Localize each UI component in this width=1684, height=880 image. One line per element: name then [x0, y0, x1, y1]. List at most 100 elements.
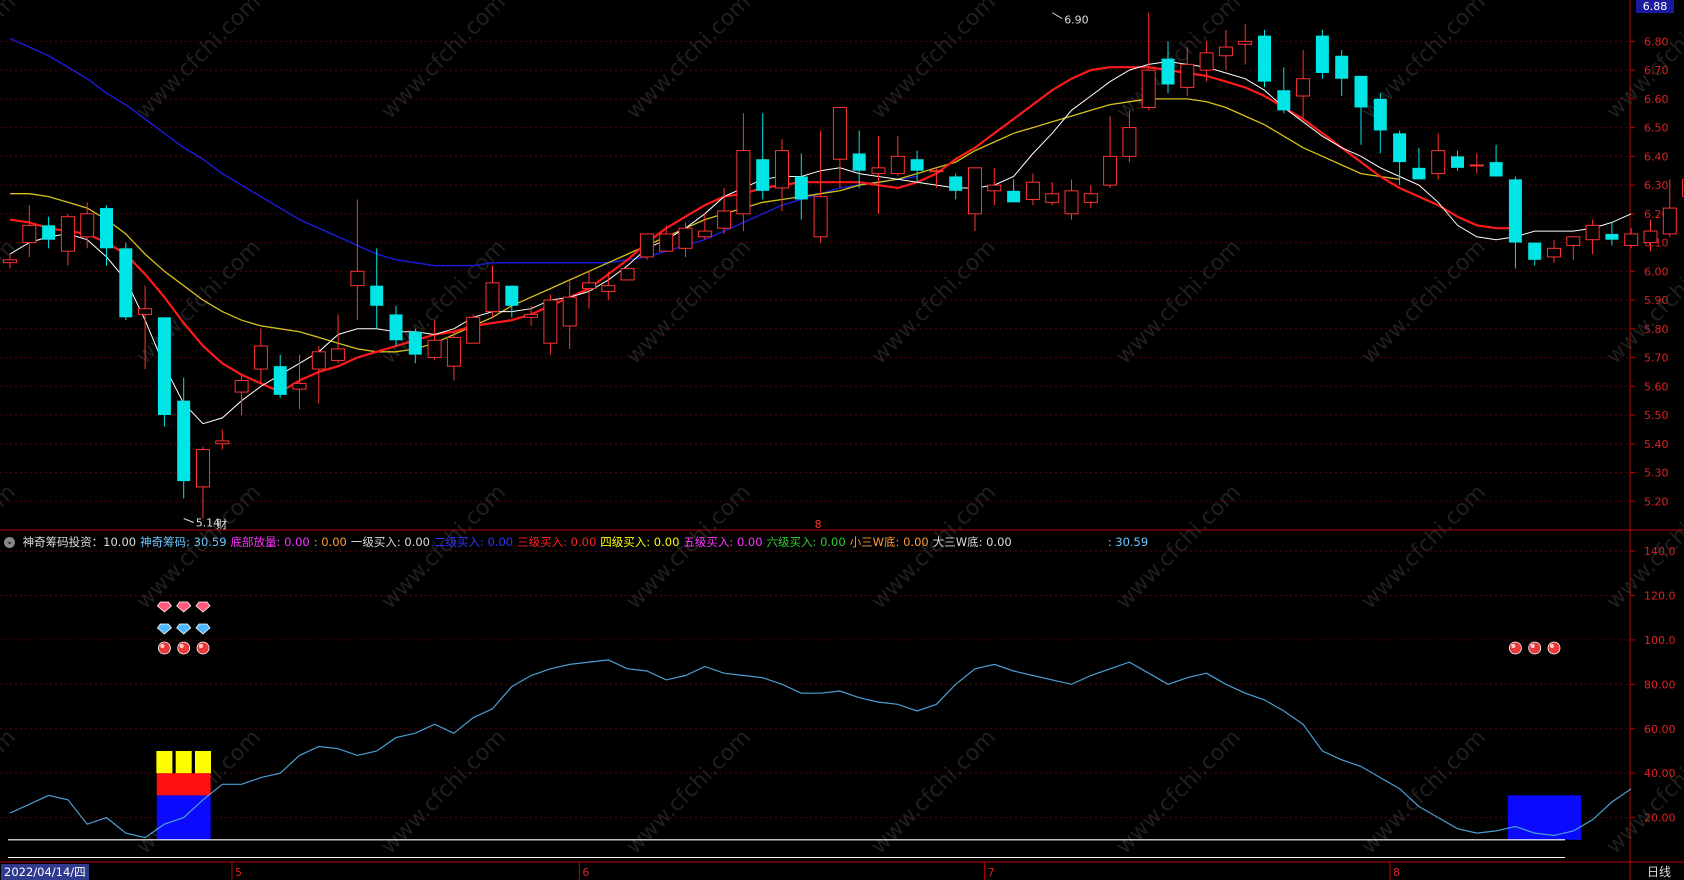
red-ball-icon: [1528, 641, 1542, 655]
candle-body: [389, 314, 403, 341]
legend-item: 大三W底: 0.00: [933, 535, 1012, 549]
candle: [543, 294, 558, 355]
y-tick-label: 6.40: [1644, 150, 1669, 163]
candle-body: [1161, 58, 1175, 85]
y-tick-label: 5.60: [1644, 380, 1669, 393]
candle: [1025, 173, 1040, 206]
candle: [1643, 219, 1658, 252]
candle: [1161, 41, 1175, 94]
legend-item: 底部放量: 0.00: [231, 535, 310, 549]
candle-body: [639, 233, 654, 258]
red-ball-icon: [177, 641, 191, 655]
candle-body: [1682, 178, 1684, 198]
candle: [1218, 29, 1233, 71]
candle: [80, 202, 95, 249]
legend-value: 0.00: [736, 535, 763, 549]
candle: [832, 106, 847, 188]
candle: [1528, 242, 1542, 266]
candle-body: [22, 224, 37, 244]
high-annotation: 6.90: [1064, 14, 1089, 27]
candle: [292, 354, 307, 410]
x-month-label: 5: [235, 866, 242, 879]
red-ball-icon: [157, 641, 171, 655]
legend-value: 30.59: [1115, 535, 1149, 549]
signal-bar-blue: [1507, 795, 1581, 840]
candle-body: [311, 351, 326, 370]
ball-highlight: [1550, 644, 1554, 648]
candle-body: [253, 345, 268, 370]
legend-label: 二级买入:: [433, 535, 488, 549]
candle-body: [60, 216, 75, 252]
candle-body: [1412, 167, 1426, 180]
legend-label: 神奇筹码投资：: [22, 535, 104, 549]
candle: [427, 320, 442, 361]
candle-body: [1025, 181, 1040, 200]
candle-body: [80, 213, 95, 238]
y-tick-label: 6.60: [1644, 93, 1669, 106]
candle-body: [949, 176, 963, 191]
candle-body: [1277, 90, 1291, 111]
ball-highlight: [160, 644, 165, 648]
candle: [177, 377, 191, 499]
candle-body: [620, 267, 635, 281]
legend-collapse-icon[interactable]: ⌄: [4, 537, 15, 548]
y-tick-label: 5.30: [1644, 467, 1669, 480]
watermark-text: www.cfchi.com: [1602, 725, 1684, 859]
annotation-pointer: [1051, 12, 1063, 20]
candle: [1258, 29, 1271, 88]
candle: [871, 136, 886, 214]
candle-body: [196, 449, 210, 488]
legend-value: 0.00: [321, 535, 347, 549]
candle: [485, 265, 500, 318]
candle-body: [832, 106, 847, 160]
candle-body: [1469, 164, 1484, 167]
candle: [446, 331, 461, 381]
candle: [1662, 179, 1677, 237]
candle-body: [1373, 98, 1387, 131]
x-month-label: 7: [988, 866, 995, 879]
y-tick-label: 120.0: [1644, 590, 1676, 603]
candle-body: [42, 225, 56, 240]
candle: [273, 354, 287, 398]
legend-label: 小三W底:: [849, 535, 904, 549]
y-tick-label: 40.00: [1644, 767, 1676, 780]
red-ball-icon: [1547, 641, 1561, 655]
candle-body: [1103, 155, 1118, 186]
watermark-text: www.cfchi.com: [622, 725, 756, 859]
y-tick-label: 5.40: [1644, 438, 1669, 451]
legend-item: 小三W底: 0.00: [850, 535, 929, 549]
candle-body: [1218, 46, 1233, 57]
candle: [678, 222, 693, 257]
y-tick-label: 140.0: [1644, 545, 1676, 558]
candle: [929, 167, 944, 188]
candle: [620, 267, 635, 281]
candle-body: [736, 150, 751, 215]
legend-item: 五级买入: 0.00: [683, 535, 762, 549]
candle: [505, 285, 519, 318]
legend-label: 大三W底:: [932, 535, 987, 549]
y-tick-label: 6.30: [1644, 179, 1669, 192]
candle: [1199, 41, 1214, 82]
candle: [562, 279, 577, 349]
candle-body: [1296, 78, 1311, 97]
y-tick-label: 5.70: [1644, 352, 1669, 365]
watermark-text: www.cfchi.com: [1357, 480, 1491, 614]
candle-body: [138, 308, 153, 315]
blue-diamond-icon: [195, 623, 211, 635]
legend-label: 四级买入:: [600, 535, 654, 549]
candle-body: [1315, 35, 1329, 73]
candle-body: [987, 184, 1002, 192]
candle-body: [1451, 156, 1464, 168]
candle-body: [562, 296, 577, 327]
legend-value: 30.59: [193, 535, 227, 549]
period-label[interactable]: 日线: [1647, 865, 1672, 879]
legend-label: 底部放量:: [230, 535, 285, 549]
candle: [3, 254, 17, 269]
candle-body: [215, 440, 230, 445]
red-ball-icon: [196, 641, 210, 655]
candle-body: [775, 150, 789, 189]
candle: [1296, 49, 1311, 119]
candle-body: [505, 285, 519, 306]
candle-body: [350, 270, 365, 287]
